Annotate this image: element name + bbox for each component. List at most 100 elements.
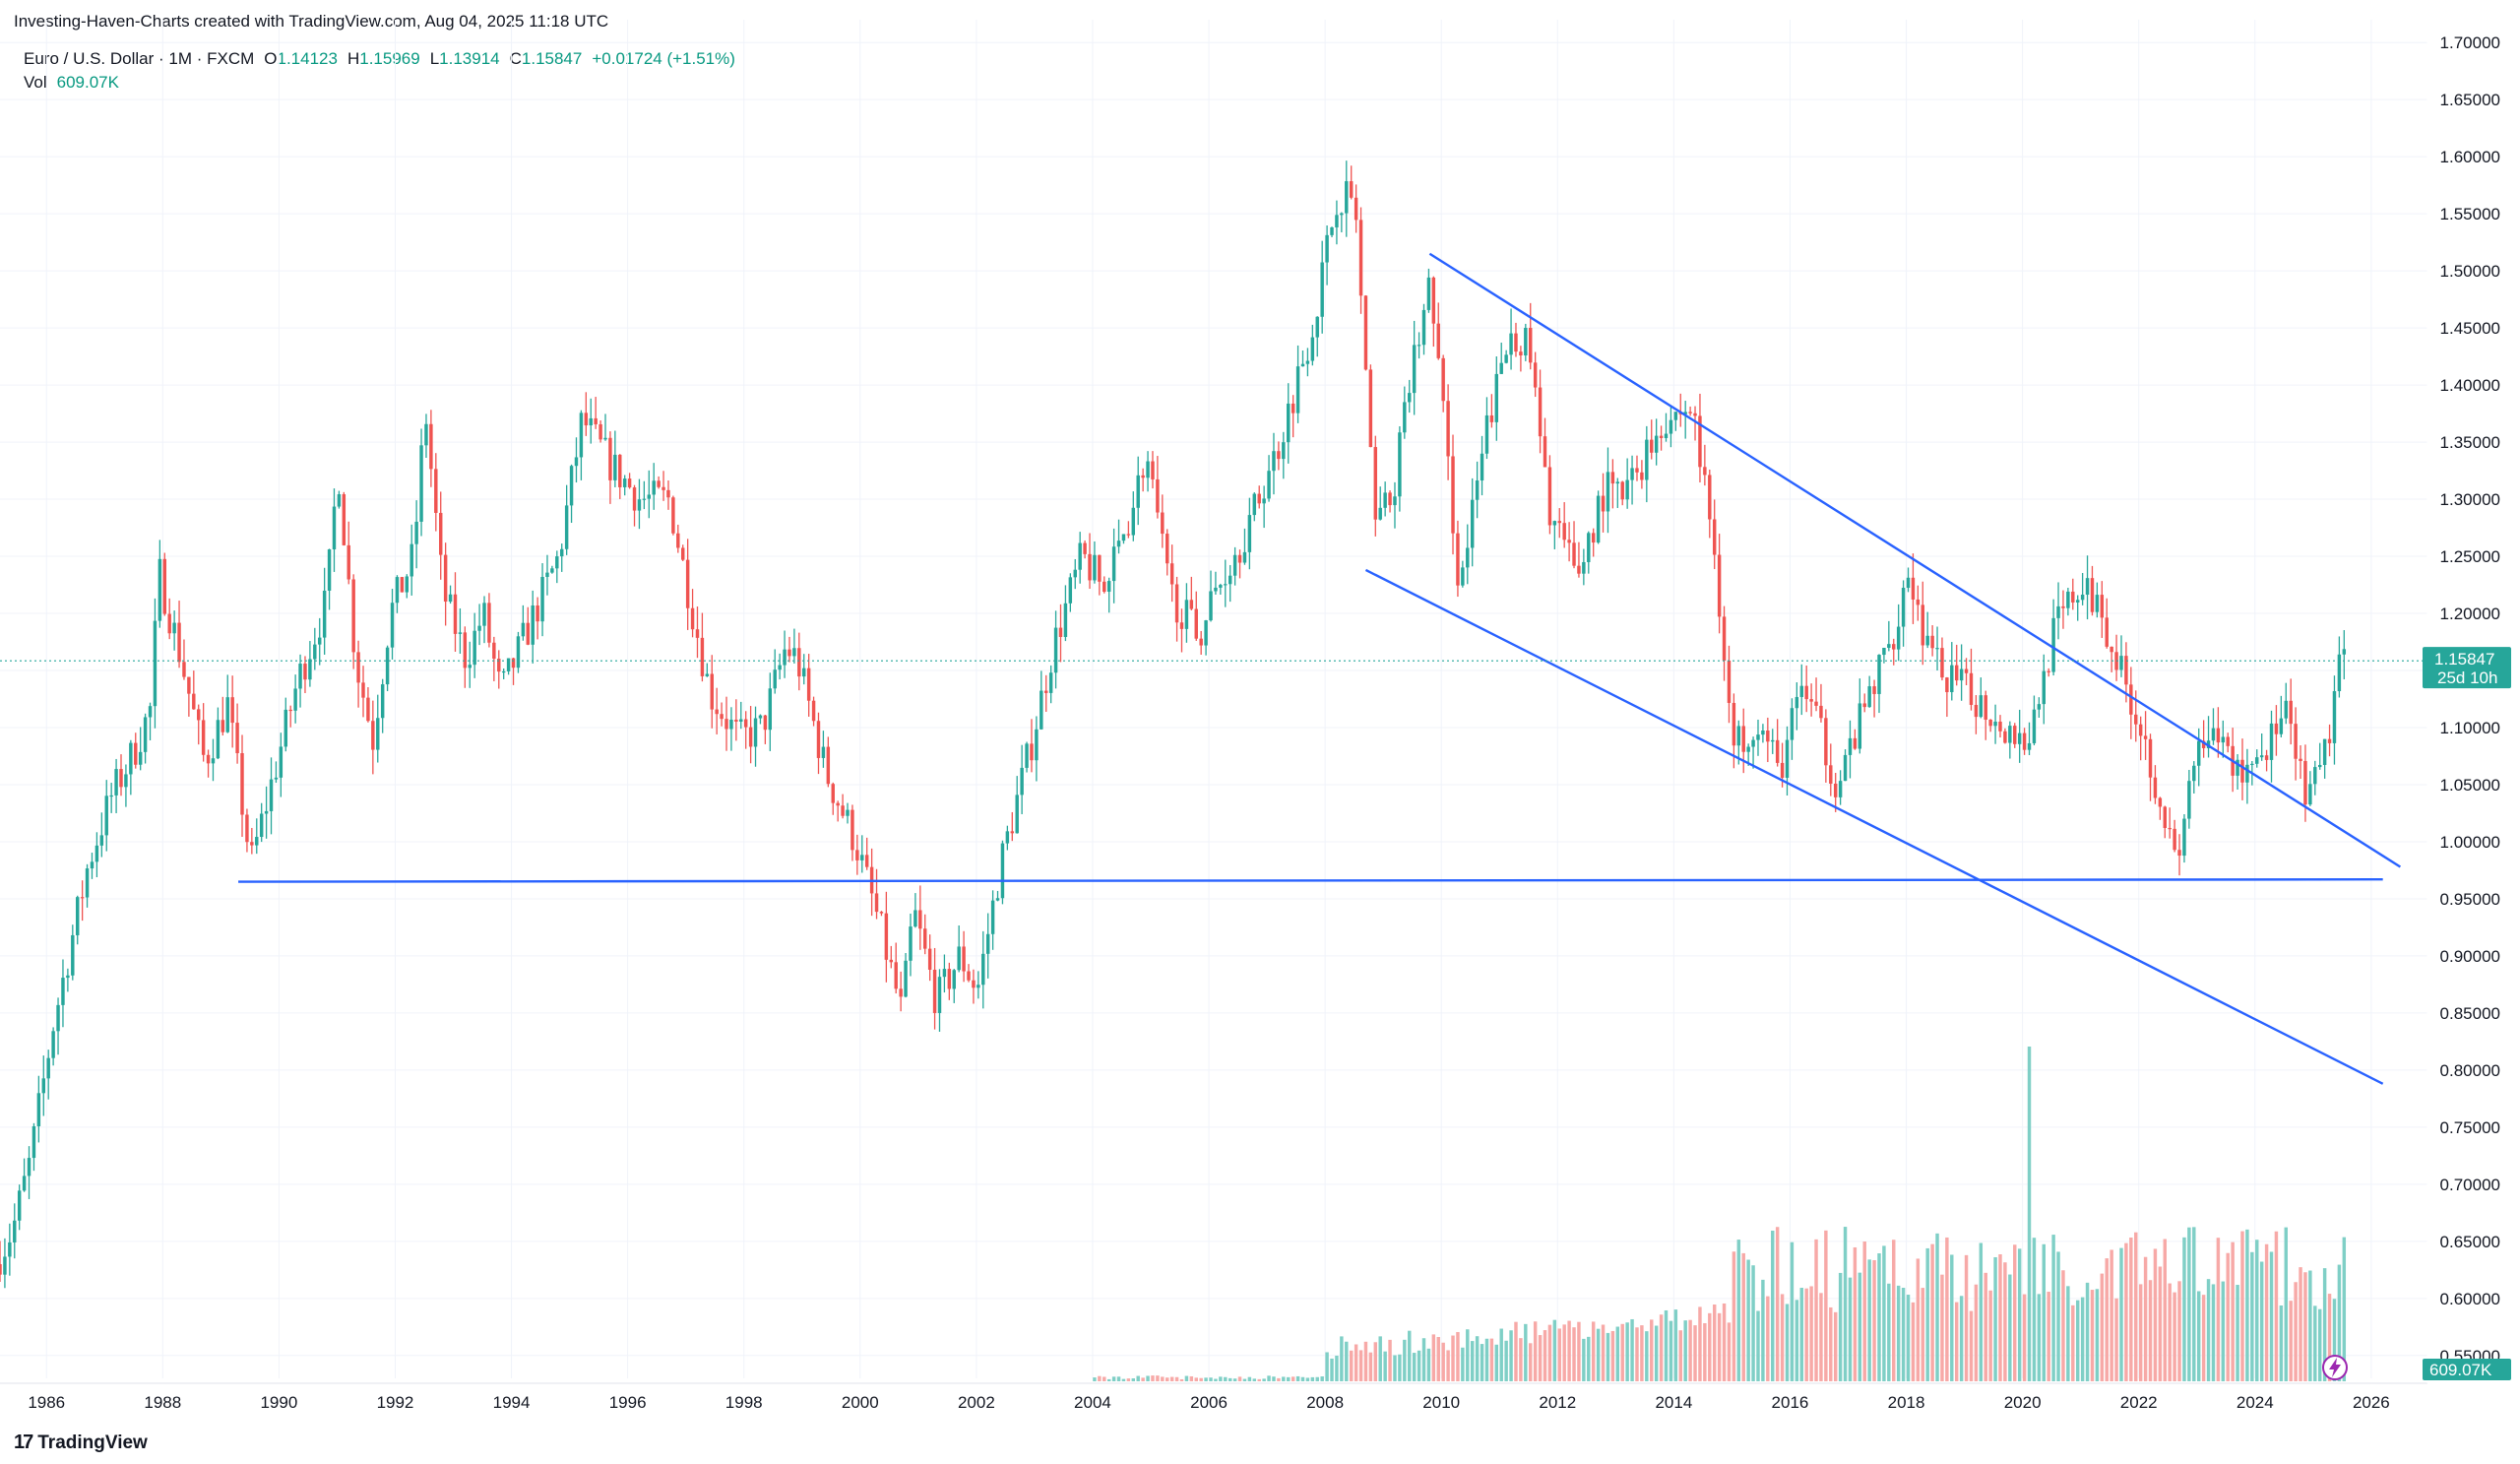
candle-body bbox=[748, 727, 753, 747]
candle-body bbox=[27, 1158, 32, 1177]
volume-bar bbox=[1441, 1342, 1445, 1381]
candle-body bbox=[536, 605, 539, 622]
candle-body bbox=[647, 494, 652, 499]
volume-bar bbox=[2308, 1270, 2312, 1381]
candle-body bbox=[1552, 521, 1557, 526]
y-tick-label: 0.90000 bbox=[2440, 947, 2500, 966]
candle-body bbox=[2061, 605, 2065, 608]
time-axis[interactable]: 1986 1988 1990 1992 1994 1996 1998 2000 2002 2004… bbox=[28, 1393, 2389, 1412]
tradingview-logo[interactable]: 17 TradingView bbox=[14, 1432, 148, 1454]
candle-body bbox=[1620, 481, 1624, 500]
volume-bar bbox=[1669, 1320, 1673, 1381]
volume-bar bbox=[2284, 1227, 2288, 1381]
candle-body bbox=[671, 497, 675, 534]
candle-body bbox=[182, 662, 186, 677]
tradingview-icon: 17 bbox=[14, 1432, 33, 1453]
open-label: O bbox=[264, 49, 278, 68]
volume-value: 609.07K bbox=[56, 73, 119, 92]
candle-body bbox=[1247, 515, 1252, 552]
volume-row: Vol 609.07K bbox=[24, 71, 735, 95]
volume-bar bbox=[1921, 1288, 1924, 1381]
volume-bar bbox=[1673, 1309, 1678, 1381]
candle-body bbox=[1984, 695, 1987, 720]
candle-body bbox=[1232, 554, 1237, 576]
candle-body bbox=[2173, 828, 2176, 851]
symbol-title[interactable]: Euro / U.S. Dollar · 1M · FXCM bbox=[24, 49, 255, 68]
candle-body bbox=[2313, 767, 2317, 785]
candle-body bbox=[36, 1093, 41, 1126]
candle-body bbox=[927, 948, 932, 970]
candle-body bbox=[662, 486, 665, 490]
volume-bar bbox=[1388, 1339, 1392, 1381]
candle-body bbox=[874, 893, 879, 913]
volume-bar bbox=[1853, 1246, 1858, 1381]
volume-bar bbox=[2299, 1267, 2302, 1381]
volume-bar bbox=[1988, 1290, 1992, 1381]
volume-bar bbox=[1287, 1376, 1291, 1381]
volume-bar bbox=[2066, 1286, 2070, 1381]
candle-body bbox=[1461, 567, 1465, 586]
candle-body bbox=[879, 912, 884, 914]
x-tick-label: 1996 bbox=[609, 1393, 647, 1412]
candle-body bbox=[2042, 670, 2046, 705]
candle-body bbox=[555, 556, 559, 569]
volume-bar bbox=[1315, 1376, 1319, 1381]
candle-body bbox=[981, 953, 985, 986]
candle-body bbox=[860, 855, 864, 860]
candle-body bbox=[909, 926, 913, 961]
candle-body bbox=[918, 910, 922, 929]
volume-bar bbox=[1146, 1375, 1150, 1381]
candle-body bbox=[1320, 262, 1324, 317]
candle-body bbox=[904, 960, 908, 997]
candle-body bbox=[1610, 472, 1615, 484]
candle-body bbox=[1209, 591, 1213, 621]
candle-body bbox=[2294, 724, 2298, 759]
volume-bar bbox=[1601, 1324, 1606, 1381]
candle-body bbox=[250, 842, 254, 846]
volume-bar bbox=[2114, 1298, 2118, 1381]
candle-body bbox=[1020, 767, 1024, 796]
volume-bar bbox=[2119, 1247, 2123, 1381]
volume-tag: 609.07K bbox=[2423, 1359, 2511, 1380]
candle-body bbox=[2322, 738, 2327, 765]
candle-body bbox=[1475, 480, 1480, 500]
candle-body bbox=[71, 934, 75, 976]
volume-bar bbox=[1436, 1336, 1440, 1381]
candle-body bbox=[1174, 584, 1179, 623]
candle-body bbox=[1799, 685, 1803, 697]
candle-body bbox=[2192, 765, 2196, 782]
candle-body bbox=[1906, 577, 1911, 589]
lightning-icon[interactable] bbox=[2322, 1355, 2348, 1380]
volume-bar bbox=[1199, 1377, 1203, 1381]
candle-body bbox=[2105, 617, 2109, 647]
candle-body bbox=[1572, 542, 1576, 566]
candle-body bbox=[2236, 759, 2239, 776]
candle-body bbox=[332, 506, 337, 550]
close-value: 1.15847 bbox=[521, 49, 583, 68]
candle-body bbox=[1228, 575, 1232, 585]
price-axis[interactable]: 0.550000.600000.650000.700000.750000.800… bbox=[2440, 33, 2500, 1366]
volume-bar bbox=[2095, 1289, 2100, 1381]
volume-bar bbox=[1610, 1330, 1615, 1381]
volume-bar bbox=[2289, 1301, 2293, 1381]
candle-body bbox=[788, 649, 791, 657]
candle-body bbox=[1577, 565, 1581, 574]
candle-body bbox=[419, 445, 423, 522]
candle-body bbox=[104, 796, 108, 836]
candle-body bbox=[1746, 746, 1750, 752]
candle-body bbox=[2255, 757, 2259, 764]
candle-body bbox=[1189, 600, 1194, 609]
volume-label[interactable]: Vol bbox=[24, 73, 47, 92]
candle-body bbox=[1838, 781, 1843, 797]
candle-body bbox=[158, 558, 162, 621]
volume-bar bbox=[1998, 1254, 2002, 1381]
volume-bar bbox=[2206, 1279, 2211, 1381]
candle-body bbox=[2100, 595, 2105, 618]
candle-body bbox=[2051, 617, 2055, 672]
volume-bar bbox=[1194, 1377, 1198, 1381]
candle-body bbox=[598, 423, 602, 440]
volume-bar bbox=[1756, 1310, 1760, 1381]
x-tick-label: 2014 bbox=[1655, 1393, 1692, 1412]
volume-bar bbox=[2027, 1047, 2032, 1381]
